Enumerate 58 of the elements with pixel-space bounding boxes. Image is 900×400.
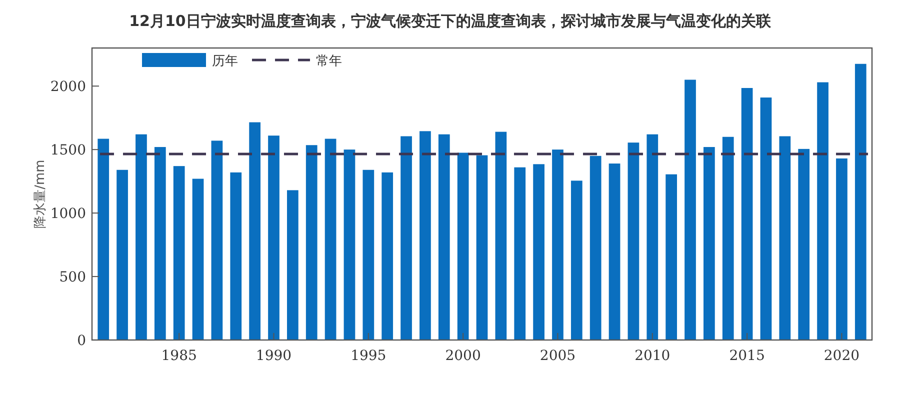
bar	[590, 156, 602, 340]
bar	[684, 80, 696, 340]
bar	[192, 178, 204, 340]
x-tick-label: 2020	[824, 348, 860, 364]
bar	[230, 172, 242, 340]
bar	[136, 134, 147, 340]
x-tick-label: 2000	[445, 348, 481, 364]
y-axis-title: 降水量/mm	[33, 160, 48, 228]
legend-label: 常年	[316, 54, 342, 69]
bar	[268, 136, 280, 340]
bar	[570, 180, 582, 340]
bar	[211, 140, 223, 340]
x-tick-label: 1990	[256, 348, 292, 364]
bar	[98, 138, 110, 340]
bar	[817, 82, 828, 340]
bar	[438, 134, 450, 340]
bar	[476, 155, 488, 340]
bar	[362, 170, 374, 340]
legend-label: 历年	[212, 54, 238, 69]
bar	[741, 88, 753, 340]
bar	[628, 142, 640, 340]
bar	[154, 147, 166, 340]
bar	[760, 98, 772, 340]
y-tick-label: 500	[59, 270, 86, 286]
bar	[666, 174, 677, 340]
chart-title: 12月10日宁波实时温度查询表，宁波气候变迁下的温度查询表，探讨城市发展与气温变化的关联	[129, 12, 772, 30]
bar	[249, 122, 260, 340]
x-tick-label: 1985	[161, 348, 197, 364]
bar	[382, 172, 394, 340]
bar	[608, 164, 620, 340]
bar	[704, 147, 715, 340]
bar	[779, 136, 791, 340]
bar	[116, 170, 128, 340]
bar	[646, 134, 658, 340]
y-tick-label: 0	[77, 333, 86, 349]
bar	[324, 138, 336, 340]
bar	[420, 131, 431, 340]
bar	[722, 136, 734, 340]
x-tick-label: 2010	[634, 348, 670, 364]
bar	[798, 148, 810, 340]
bar	[287, 190, 298, 340]
bar	[836, 158, 848, 340]
bar	[457, 152, 469, 340]
bar	[552, 150, 564, 340]
bar	[495, 132, 507, 340]
bar	[854, 64, 866, 340]
x-tick-label: 1995	[350, 348, 386, 364]
bar	[514, 167, 526, 340]
bar	[173, 166, 185, 340]
y-tick-label: 2000	[50, 79, 86, 96]
bar	[344, 150, 356, 340]
x-tick-label: 2005	[540, 348, 576, 364]
x-tick-label: 2015	[729, 348, 765, 364]
bar	[306, 145, 318, 340]
bar	[533, 164, 544, 340]
y-tick-label: 1000	[50, 206, 86, 222]
y-tick-label: 1500	[50, 142, 86, 159]
bar	[400, 136, 412, 340]
